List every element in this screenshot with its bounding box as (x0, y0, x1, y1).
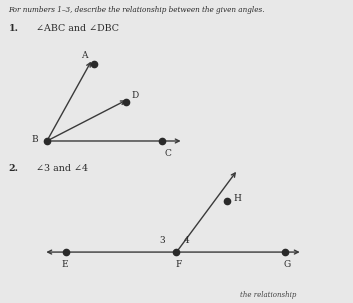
Text: A: A (82, 51, 88, 60)
Text: 2.: 2. (8, 164, 18, 172)
Text: E: E (61, 261, 68, 269)
Text: 1.: 1. (8, 24, 18, 33)
Text: F: F (175, 261, 181, 269)
Text: ∠ABC and ∠DBC: ∠ABC and ∠DBC (36, 24, 119, 33)
Text: 4: 4 (184, 235, 189, 245)
Text: 3: 3 (159, 235, 164, 245)
Text: For numbers 1–3, describe the relationship between the given angles.: For numbers 1–3, describe the relationsh… (8, 6, 265, 14)
Text: ∠3 and ∠4: ∠3 and ∠4 (36, 164, 88, 172)
Text: H: H (234, 194, 241, 203)
Text: B: B (31, 135, 38, 144)
Text: the relationship: the relationship (240, 291, 296, 299)
Text: G: G (283, 261, 291, 269)
Text: D: D (131, 91, 138, 100)
Text: C: C (164, 149, 171, 158)
